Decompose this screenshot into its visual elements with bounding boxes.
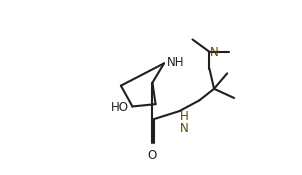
Text: H
N: H N — [180, 110, 189, 135]
Text: NH: NH — [167, 56, 185, 69]
Text: O: O — [148, 149, 157, 162]
Text: N: N — [210, 46, 219, 59]
Text: HO: HO — [111, 101, 129, 114]
